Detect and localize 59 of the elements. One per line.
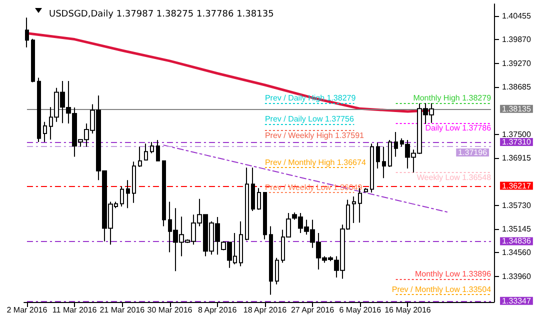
text: USDSGD,Daily 1.37987 1.38275 1.37786 1.38135 — [49, 10, 274, 20]
candlestick — [120, 186, 124, 208]
candlestick — [239, 220, 243, 267]
ref-line-label: Prev / Daily Low 1.37756 — [264, 114, 354, 124]
x-tick-label: 18 Apr 2016 — [243, 306, 288, 314]
x-tick-label: 16 May 2016 — [384, 306, 432, 314]
x-tick-label: 6 May 2016 — [339, 306, 382, 314]
ref-line-label: Prev / Weekly High 1.37591 — [264, 131, 365, 140]
candlestick — [352, 196, 356, 224]
candlestick — [132, 161, 136, 204]
ref-line-label: Daily Low 1.37786 — [425, 123, 492, 132]
y-tick-label: 1.36915 — [502, 153, 532, 162]
candlestick — [388, 139, 392, 168]
candlestick — [394, 131, 398, 158]
ref-line-label: Prev / Monthly Low 1.33504 — [392, 285, 492, 294]
ref-line-label: 1.38135 — [502, 104, 532, 114]
candlestick — [126, 180, 130, 209]
candlestick — [382, 146, 386, 179]
candlestick — [251, 167, 255, 212]
y-tick-label: 1.37500 — [502, 130, 532, 139]
candlestick — [275, 257, 279, 285]
ref-line-label: Prev / Monthly High 1.36674 — [264, 158, 366, 167]
y-tick-label: 1.40455 — [502, 11, 532, 20]
candlestick — [376, 142, 380, 169]
x-tick-label: 2 Mar 2016 — [6, 306, 48, 314]
ref-line-label: 1.36217 — [502, 181, 532, 190]
candlestick — [162, 160, 166, 227]
ref-line-label: Weekly Low 1.36548 — [416, 173, 492, 182]
x-tick-label: 27 Apr 2016 — [290, 306, 335, 314]
candlestick — [31, 38, 35, 83]
y-tick-label: 1.35730 — [502, 200, 532, 210]
y-tick-label: 1.39870 — [502, 34, 532, 44]
candlestick — [257, 188, 261, 210]
candlestick — [269, 226, 273, 296]
candlestick — [263, 192, 267, 240]
candlestick — [43, 121, 47, 142]
candlestick — [25, 17, 29, 48]
ref-line-label: 1.34836 — [502, 236, 532, 246]
y-tick-label: 1.39270 — [502, 58, 532, 68]
ref-line-label: Monthly High 1.38279 — [413, 94, 492, 103]
x-tick-label: 30 Mar 2016 — [147, 306, 193, 314]
candlestick — [245, 167, 249, 241]
candlestick — [150, 141, 154, 154]
candlestick — [144, 143, 148, 161]
y-tick-label: 1.34560 — [502, 248, 532, 257]
ref-line-label: 1.33347 — [502, 296, 532, 306]
y-tick-label: 1.35145 — [502, 224, 532, 234]
candlestick — [37, 77, 41, 142]
ref-line-label: 1.37310 — [502, 137, 532, 146]
ref-line-label: 1.37196 — [458, 148, 488, 158]
candlestick — [138, 146, 142, 168]
ref-line-label: Monthly Low 1.33896 — [414, 269, 492, 278]
candlestick — [370, 143, 374, 194]
x-tick-label: 11 Mar 2016 — [52, 306, 98, 314]
x-tick-label: 8 Apr 2016 — [198, 306, 238, 314]
y-tick-label: 1.38685 — [502, 82, 532, 92]
y-tick-label: 1.33960 — [502, 272, 532, 281]
candlestick — [156, 139, 160, 162]
x-tick-label: 21 Mar 2016 — [100, 306, 146, 314]
